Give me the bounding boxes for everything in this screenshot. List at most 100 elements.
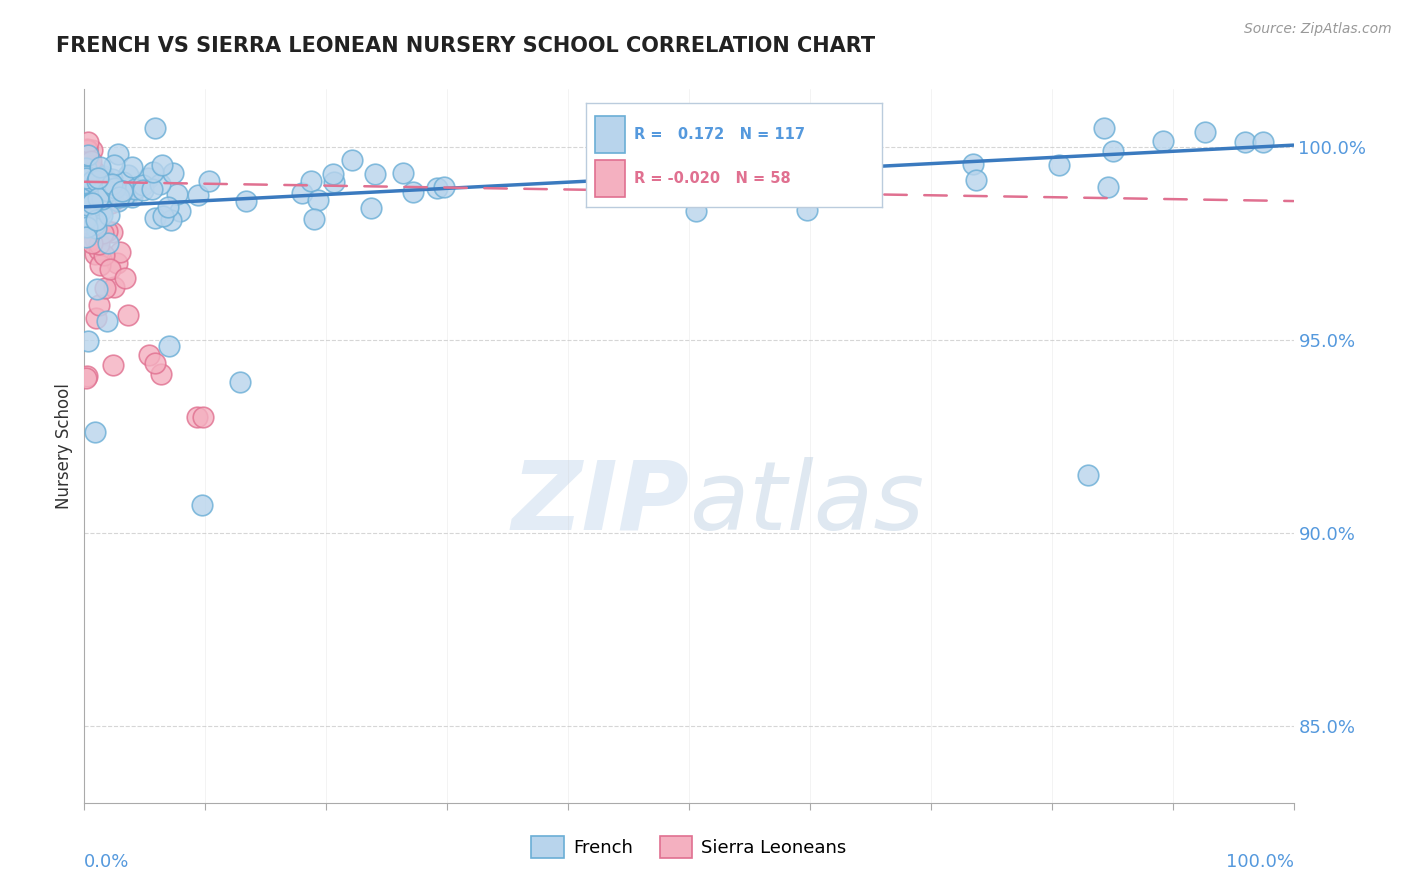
Point (1152, 134, 1174, 148)
Point (433, 180, 456, 194)
Point (111, 184, 134, 198)
Point (80, 199, 103, 213)
Point (84, 186, 107, 201)
Point (157, 200, 180, 214)
Point (193, 410, 215, 425)
Point (84, 311, 107, 326)
Point (117, 168, 139, 182)
Point (73, 198, 96, 212)
Point (107, 194, 129, 208)
Point (111, 185, 134, 199)
Point (97, 176, 120, 190)
Point (291, 186, 314, 201)
Point (76, 334, 98, 348)
Point (636, 158, 658, 172)
Point (96, 224, 118, 238)
Point (103, 358, 125, 372)
Point (76, 166, 98, 180)
Point (77, 160, 100, 174)
Point (141, 182, 163, 196)
Point (132, 183, 155, 197)
Point (307, 193, 329, 207)
Point (76, 161, 98, 176)
Point (75, 175, 97, 189)
Point (1251, 135, 1274, 149)
Point (77, 197, 100, 211)
Point (75, 202, 97, 217)
Point (851, 139, 873, 153)
Point (965, 173, 987, 187)
Point (73, 216, 96, 230)
Point (77, 148, 100, 162)
Point (143, 120, 166, 135)
Point (76, 136, 98, 150)
Point (150, 158, 173, 172)
Point (107, 189, 129, 203)
Text: ZIP: ZIP (510, 457, 689, 549)
Point (77, 186, 100, 201)
Point (107, 146, 129, 161)
Point (91, 192, 114, 206)
Point (87, 170, 110, 185)
Point (360, 201, 382, 215)
Point (76, 169, 98, 184)
Point (103, 158, 125, 172)
Point (391, 166, 413, 180)
Point (77, 196, 100, 211)
Text: atlas: atlas (689, 457, 924, 549)
Point (93, 169, 115, 184)
Point (101, 177, 124, 191)
Point (86, 192, 108, 206)
Text: 0.0%: 0.0% (84, 853, 129, 871)
Point (83, 178, 105, 193)
Point (1097, 180, 1119, 194)
Point (75, 188, 97, 202)
Point (363, 168, 385, 182)
Point (149, 368, 172, 382)
Point (1234, 136, 1257, 150)
Point (91, 185, 114, 199)
Point (89, 258, 111, 272)
Point (166, 186, 188, 201)
Point (121, 160, 143, 174)
Point (76, 220, 98, 235)
Point (1092, 120, 1115, 135)
Point (425, 181, 447, 195)
Point (75, 170, 97, 185)
Point (402, 185, 425, 199)
Point (76, 369, 98, 384)
Point (82, 194, 104, 208)
Point (149, 177, 172, 191)
Point (586, 174, 609, 188)
Point (76, 143, 98, 157)
Point (108, 186, 131, 200)
Point (124, 182, 146, 196)
Point (187, 188, 209, 202)
Point (84, 425, 107, 439)
Point (80, 154, 103, 169)
Point (114, 271, 136, 285)
Point (87, 184, 110, 198)
Point (112, 189, 135, 203)
Point (105, 256, 128, 270)
Point (340, 153, 363, 167)
Point (97, 185, 120, 199)
Point (75, 230, 97, 244)
Point (87, 298, 110, 312)
Point (132, 178, 155, 193)
Point (159, 213, 181, 227)
Point (86, 174, 108, 188)
Point (110, 245, 132, 260)
Point (91, 226, 114, 240)
Point (80, 196, 103, 211)
Point (186, 410, 208, 425)
Point (796, 203, 818, 218)
Point (169, 204, 191, 219)
Point (97, 235, 120, 250)
Point (152, 209, 174, 223)
Point (75, 371, 97, 385)
Point (83, 232, 105, 246)
Point (834, 125, 856, 139)
Point (322, 167, 344, 181)
Text: FRENCH VS SIERRA LEONEAN NURSERY SCHOOL CORRELATION CHART: FRENCH VS SIERRA LEONEAN NURSERY SCHOOL … (56, 36, 876, 55)
